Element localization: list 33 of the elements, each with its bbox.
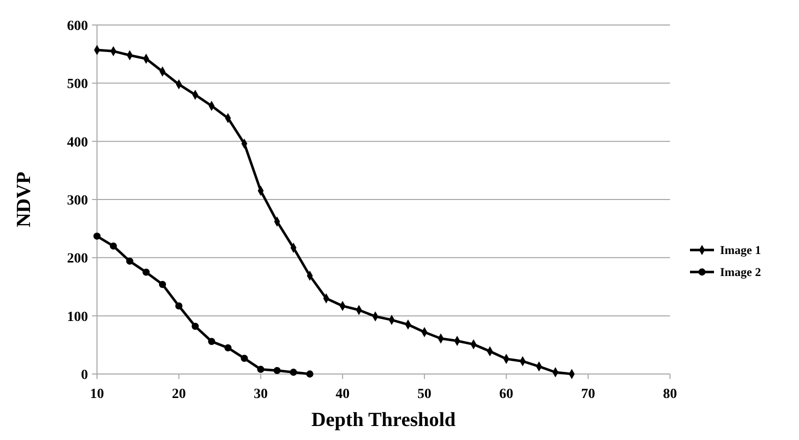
- y-tick-label: 400: [67, 135, 88, 150]
- point: [306, 370, 314, 378]
- point: [192, 322, 199, 330]
- x-tick-label: 40: [336, 387, 350, 402]
- point: [208, 338, 216, 345]
- x-tick-label: 30: [254, 387, 268, 402]
- x-tick-label: 10: [90, 387, 104, 402]
- point: [142, 268, 150, 276]
- x-tick-label: 50: [417, 387, 432, 402]
- point: [175, 302, 182, 310]
- x-tick-label: 20: [172, 387, 186, 402]
- point: [93, 232, 101, 240]
- y-axis-title: NDVP: [13, 172, 35, 228]
- point: [257, 366, 264, 373]
- legend-label: Image 2: [720, 265, 761, 279]
- y-tick-label: 500: [67, 77, 88, 92]
- point: [274, 366, 281, 374]
- x-tick-label: 70: [581, 387, 596, 402]
- x-tick-label: 80: [663, 387, 677, 402]
- point: [110, 242, 117, 250]
- y-tick-label: 0: [81, 368, 88, 383]
- point: [126, 258, 134, 265]
- x-tick-label: 60: [499, 387, 514, 402]
- point: [224, 344, 232, 352]
- legend-label: Image 1: [720, 243, 761, 257]
- y-tick-label: 300: [67, 194, 88, 208]
- point: [158, 280, 166, 288]
- x-axis-title: Depth Threshold: [311, 409, 456, 431]
- y-tick-label: 200: [67, 252, 88, 267]
- point: [240, 354, 248, 362]
- y-tick-label: 100: [67, 310, 88, 325]
- point: [290, 368, 298, 376]
- y-tick-label: 600: [67, 19, 88, 34]
